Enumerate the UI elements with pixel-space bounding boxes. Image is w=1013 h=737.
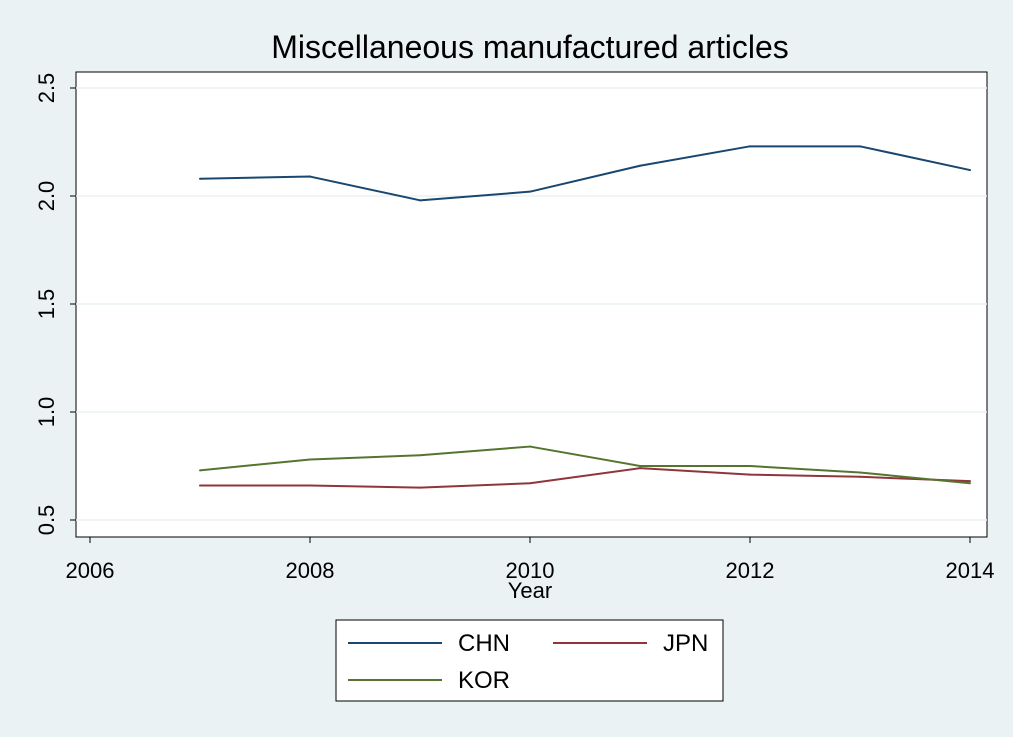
data-point-kor bbox=[969, 482, 971, 485]
series-line-chn bbox=[199, 145, 971, 202]
legend: CHN JPN KOR bbox=[335, 619, 724, 702]
x-tick-label: 2008 bbox=[286, 558, 335, 583]
x-tick-label: 2012 bbox=[726, 558, 775, 583]
data-point-jpn bbox=[639, 467, 641, 470]
legend-label-jpn: JPN bbox=[663, 630, 708, 657]
data-point-jpn bbox=[529, 482, 531, 485]
x-axis-label: Year bbox=[508, 578, 552, 603]
data-point-kor bbox=[309, 458, 311, 461]
y-tick-label: 2.0 bbox=[34, 181, 59, 212]
x-axis: 2006 2008 2010 2012 2014 bbox=[66, 537, 995, 583]
data-point-kor bbox=[749, 465, 751, 467]
data-point-chn bbox=[309, 175, 311, 178]
data-point-chn bbox=[419, 199, 421, 202]
legend-label-kor: KOR bbox=[458, 667, 510, 694]
data-point-jpn bbox=[309, 484, 311, 487]
y-tick-label: 0.5 bbox=[34, 505, 59, 536]
data-point-jpn bbox=[419, 486, 421, 489]
data-point-jpn bbox=[859, 475, 861, 478]
y-tick-label: 1.0 bbox=[34, 397, 59, 428]
data-point-kor bbox=[529, 445, 531, 448]
data-point-kor bbox=[859, 471, 861, 474]
data-point-chn bbox=[639, 164, 641, 167]
series-line-kor bbox=[199, 445, 971, 485]
data-point-kor bbox=[639, 465, 641, 467]
data-point-kor bbox=[419, 454, 421, 457]
data-point-chn bbox=[969, 169, 971, 172]
x-tick-label: 2006 bbox=[66, 558, 115, 583]
x-tick-label: 2014 bbox=[946, 558, 995, 583]
data-point-chn bbox=[529, 190, 531, 193]
y-axis: 0.5 1.0 1.5 2.0 2.5 bbox=[34, 73, 76, 536]
gridlines bbox=[76, 87, 987, 521]
legend-label-chn: CHN bbox=[458, 630, 510, 657]
chart-title: Miscellaneous manufactured articles bbox=[271, 29, 789, 65]
data-point-jpn bbox=[969, 480, 971, 483]
x-tick-label: 2010 bbox=[506, 558, 555, 583]
data-point-chn bbox=[859, 145, 861, 148]
y-tick-label: 1.5 bbox=[34, 289, 59, 320]
series-lines bbox=[199, 145, 971, 489]
data-point-kor bbox=[199, 469, 201, 472]
data-point-jpn bbox=[749, 473, 751, 476]
series-line-jpn bbox=[200, 467, 971, 489]
data-point-chn bbox=[749, 145, 751, 148]
legend-box bbox=[335, 619, 724, 702]
data-point-jpn bbox=[199, 484, 201, 487]
y-tick-label: 2.5 bbox=[34, 73, 59, 104]
data-point-chn bbox=[199, 177, 201, 180]
